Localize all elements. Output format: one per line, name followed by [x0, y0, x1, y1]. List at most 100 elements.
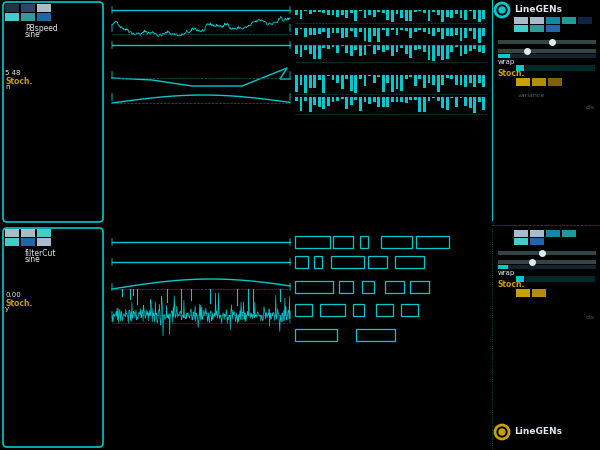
- Bar: [345, 10, 348, 18]
- Bar: [391, 97, 394, 102]
- Bar: [322, 10, 325, 13]
- Bar: [395, 75, 398, 90]
- Bar: [578, 17, 592, 24]
- Circle shape: [499, 429, 505, 435]
- Bar: [339, 281, 353, 293]
- Bar: [464, 45, 467, 54]
- Bar: [313, 28, 316, 35]
- Bar: [441, 28, 444, 39]
- Text: LineGENs: LineGENs: [514, 428, 562, 436]
- Bar: [350, 28, 353, 31]
- Text: 0.00: 0.00: [5, 292, 21, 298]
- Bar: [473, 10, 476, 19]
- Bar: [478, 97, 481, 102]
- Bar: [350, 10, 353, 13]
- Bar: [355, 45, 357, 50]
- Bar: [359, 45, 362, 56]
- Bar: [498, 40, 596, 44]
- Bar: [482, 97, 485, 110]
- Bar: [304, 45, 307, 50]
- Bar: [498, 265, 596, 269]
- Bar: [332, 75, 334, 80]
- Bar: [441, 75, 444, 85]
- Bar: [295, 256, 308, 268]
- Bar: [386, 28, 389, 36]
- Bar: [410, 281, 430, 293]
- Bar: [295, 329, 337, 341]
- Bar: [320, 304, 345, 316]
- Bar: [478, 45, 481, 52]
- Bar: [414, 75, 417, 86]
- Bar: [322, 28, 325, 32]
- Bar: [350, 97, 353, 104]
- Bar: [5, 238, 19, 246]
- Bar: [373, 10, 376, 17]
- Circle shape: [499, 7, 505, 13]
- Bar: [460, 10, 463, 18]
- Text: Stoch.: Stoch.: [498, 280, 526, 289]
- Bar: [482, 45, 485, 53]
- Bar: [322, 75, 325, 93]
- Bar: [368, 10, 371, 15]
- Bar: [446, 28, 449, 36]
- Bar: [313, 10, 316, 12]
- Bar: [437, 97, 440, 101]
- Bar: [318, 10, 321, 12]
- Bar: [409, 45, 412, 58]
- Bar: [350, 75, 353, 90]
- Bar: [21, 13, 35, 21]
- Bar: [516, 78, 530, 86]
- Bar: [376, 304, 393, 316]
- Bar: [345, 45, 348, 53]
- Bar: [341, 97, 344, 99]
- Bar: [446, 45, 449, 58]
- Bar: [473, 75, 476, 87]
- Bar: [359, 28, 362, 32]
- Bar: [336, 28, 339, 33]
- Bar: [295, 236, 329, 248]
- Text: variance: variance: [518, 93, 545, 98]
- Bar: [318, 45, 321, 59]
- Bar: [428, 75, 430, 83]
- Bar: [400, 97, 403, 102]
- Bar: [332, 97, 334, 102]
- Text: n: n: [5, 84, 10, 90]
- Bar: [304, 28, 307, 37]
- Bar: [382, 75, 385, 92]
- Bar: [386, 45, 389, 50]
- Bar: [355, 75, 357, 93]
- Bar: [377, 10, 380, 12]
- Bar: [341, 45, 344, 46]
- Bar: [368, 256, 387, 268]
- Bar: [451, 45, 453, 52]
- Bar: [355, 97, 357, 100]
- Bar: [299, 97, 302, 111]
- Bar: [313, 75, 316, 88]
- Bar: [451, 97, 453, 98]
- Bar: [309, 97, 311, 112]
- Bar: [478, 75, 481, 83]
- Bar: [469, 10, 472, 11]
- Bar: [295, 304, 312, 316]
- Text: wrap: wrap: [498, 270, 515, 276]
- Bar: [401, 304, 418, 316]
- Bar: [334, 236, 353, 248]
- Bar: [530, 17, 544, 24]
- Text: filterCut: filterCut: [25, 249, 56, 258]
- Bar: [409, 97, 412, 100]
- Bar: [464, 75, 467, 87]
- Bar: [364, 97, 367, 102]
- Bar: [295, 281, 334, 293]
- Bar: [546, 25, 560, 32]
- Bar: [304, 10, 307, 11]
- Bar: [295, 28, 298, 36]
- Bar: [455, 10, 458, 14]
- Circle shape: [495, 3, 509, 17]
- Bar: [295, 97, 298, 101]
- Bar: [359, 75, 362, 79]
- Bar: [309, 75, 311, 88]
- Bar: [345, 75, 348, 79]
- Bar: [391, 28, 394, 30]
- Bar: [332, 45, 334, 47]
- Bar: [416, 236, 449, 248]
